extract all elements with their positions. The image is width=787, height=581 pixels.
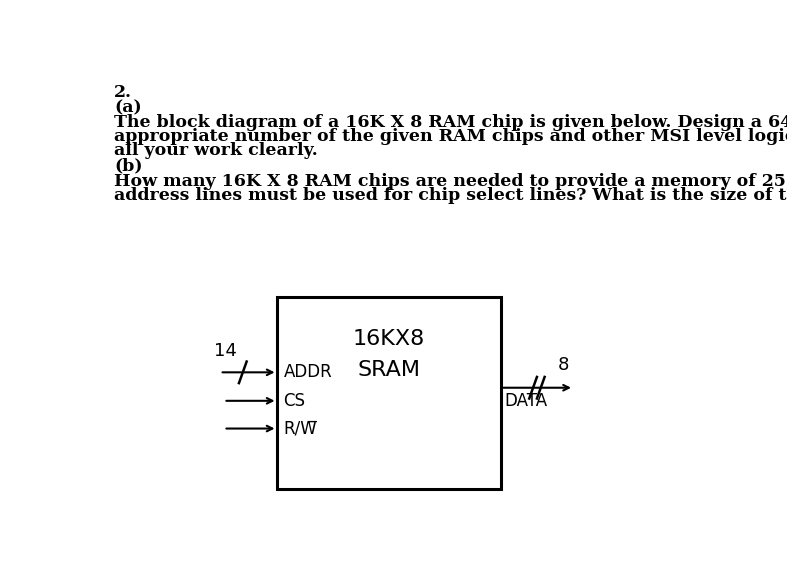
Text: The block diagram of a 16K X 8 RAM chip is given below. Design a 64K X 16 RAM us: The block diagram of a 16K X 8 RAM chip … [114,114,787,131]
Text: 14: 14 [214,342,238,360]
Text: 16KX8: 16KX8 [353,329,425,349]
Bar [278,297,501,489]
Text: 2.: 2. [114,84,132,101]
Text: How many 16K X 8 RAM chips are needed to provide a memory of 256 Megabytes? How : How many 16K X 8 RAM chips are needed to… [114,173,787,190]
Text: all your work clearly.: all your work clearly. [114,142,318,159]
Text: SRAM: SRAM [357,360,420,380]
Text: (a): (a) [114,99,142,116]
Text: DATA: DATA [504,392,548,410]
Text: 8: 8 [558,356,570,374]
Text: CS: CS [283,392,305,410]
Text: ADDR: ADDR [283,363,332,381]
Text: R/W̅: R/W̅ [283,419,317,437]
Text: (b): (b) [114,157,142,174]
Text: appropriate number of the given RAM chips and other MSI level logic blocks (if n: appropriate number of the given RAM chip… [114,128,787,145]
Text: address lines must be used for chip select lines? What is the size of the addres: address lines must be used for chip sele… [114,187,787,204]
